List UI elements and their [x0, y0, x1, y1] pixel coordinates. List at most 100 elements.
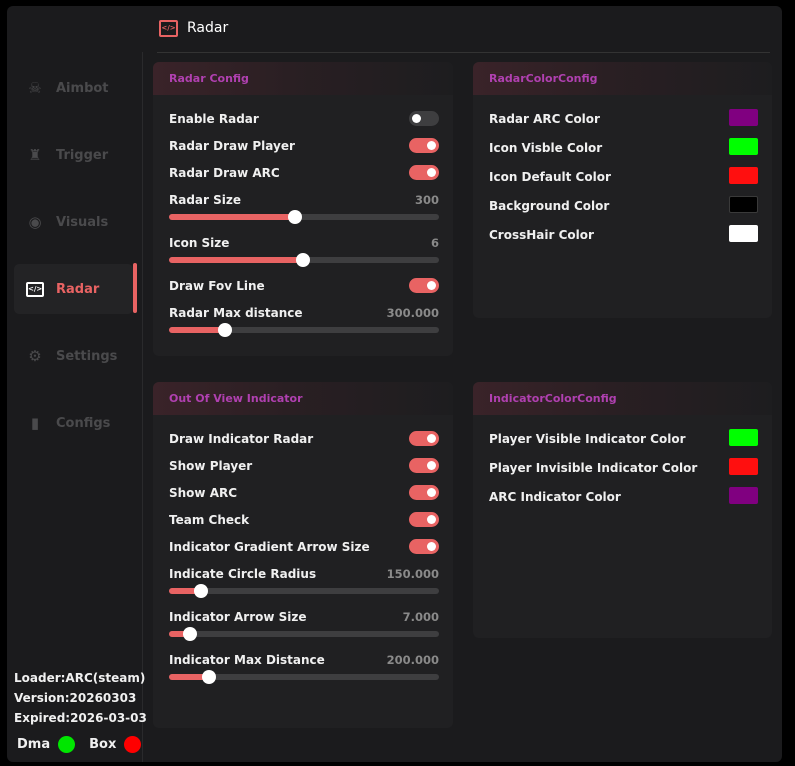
indicate-circle-radius-slider[interactable] [169, 584, 439, 598]
setting-row: Radar Size 300 [169, 193, 439, 224]
arc-indicator-color-swatch[interactable] [729, 487, 758, 504]
setting-row: Icon Size 6 [169, 236, 439, 267]
radar-draw-player-label: Radar Draw Player [169, 139, 295, 153]
panel-title: Out Of View Indicator [153, 382, 453, 415]
radar-arc-color-label: Radar ARC Color [489, 112, 600, 126]
setting-row: Indicator Arrow Size 7.000 [169, 610, 439, 641]
setting-row: Show Player [169, 458, 439, 473]
radar-size-slider[interactable] [169, 210, 439, 224]
enable-radar-toggle[interactable] [409, 111, 439, 126]
draw-indicator-radar-toggle[interactable] [409, 431, 439, 446]
sidebar-item-radar[interactable]: </> Radar [14, 264, 133, 314]
panel-title: RadarColorConfig [473, 62, 772, 95]
sidebar-item-aimbot[interactable]: ☠ Aimbot [14, 63, 133, 113]
indicator-gradient-arrow-size-label: Indicator Gradient Arrow Size [169, 540, 370, 554]
icon-default-color-swatch[interactable] [729, 167, 758, 184]
file-icon: ▮ [30, 414, 40, 432]
slider-handle[interactable] [217, 323, 232, 337]
radar-size-label: Radar Size [169, 193, 241, 207]
background-color-swatch[interactable] [729, 196, 758, 213]
draw-indicator-radar-label: Draw Indicator Radar [169, 432, 314, 446]
radar-max-distance-slider[interactable] [169, 323, 439, 337]
setting-row: CrossHair Color [489, 225, 758, 242]
setting-row: Icon Visble Color [489, 138, 758, 155]
out-of-view-indicator-panel: Out Of View Indicator Draw Indicator Rada… [153, 382, 453, 728]
slider-handle[interactable] [194, 584, 209, 598]
icon-default-color-label: Icon Default Color [489, 170, 611, 184]
sidebar-item-settings[interactable]: ⚙ Settings [14, 331, 133, 381]
team-check-toggle[interactable] [409, 512, 439, 527]
sidebar-item-trigger[interactable]: ♜ Trigger [14, 130, 133, 180]
setting-row: Show ARC [169, 485, 439, 500]
slider-fill [169, 674, 209, 680]
panel-title: IndicatorColorConfig [473, 382, 772, 415]
arc-indicator-color-label: ARC Indicator Color [489, 490, 621, 504]
sidebar-item-visuals[interactable]: ◉ Visuals [14, 197, 133, 247]
sidebar-item-label: Aimbot [56, 80, 109, 96]
indicator-arrow-size-slider[interactable] [169, 627, 439, 641]
slider-fill [169, 588, 202, 594]
draw-fov-line-toggle[interactable] [409, 278, 439, 293]
sidebar-item-label: Settings [56, 348, 118, 364]
box-label: Box [89, 737, 117, 752]
loader-info: Loader:ARC(steam) [14, 671, 146, 685]
indicator-max-distance-slider[interactable] [169, 670, 439, 684]
spy-icon: ♜ [28, 146, 42, 164]
crosshair-color-swatch[interactable] [729, 225, 758, 242]
sidebar-item-label: Trigger [56, 147, 109, 163]
box-status-dot [124, 736, 142, 753]
team-check-label: Team Check [169, 513, 250, 527]
panel-title: Radar Config [153, 62, 453, 95]
radar-draw-arc-toggle[interactable] [409, 165, 439, 180]
setting-row: Radar Draw Player [169, 138, 439, 153]
setting-row: Icon Default Color [489, 167, 758, 184]
show-arc-toggle[interactable] [409, 485, 439, 500]
player-invisible-indicator-color-swatch[interactable] [729, 458, 758, 475]
player-visible-indicator-color-label: Player Visible Indicator Color [489, 432, 686, 446]
setting-row: Draw Indicator Radar [169, 431, 439, 446]
indicator-max-distance-label: Indicator Max Distance [169, 653, 325, 667]
indicate-circle-radius-value: 150.000 [386, 567, 439, 581]
page-title: Radar [187, 20, 229, 36]
slider-handle[interactable] [295, 253, 310, 267]
radar-draw-arc-label: Radar Draw ARC [169, 166, 280, 180]
indicator-gradient-arrow-size-toggle[interactable] [409, 539, 439, 554]
setting-row: Indicate Circle Radius 150.000 [169, 567, 439, 598]
icon-size-label: Icon Size [169, 236, 230, 250]
radar-size-value: 300 [414, 193, 439, 207]
indicate-circle-radius-label: Indicate Circle Radius [169, 567, 317, 581]
eye-icon: ◉ [28, 213, 42, 231]
sidebar-item-configs[interactable]: ▮ Configs [14, 398, 133, 448]
icon-visble-color-swatch[interactable] [729, 138, 758, 155]
indicator-arrow-size-value: 7.000 [402, 610, 439, 624]
slider-handle[interactable] [183, 627, 198, 641]
icon-size-slider[interactable] [169, 253, 439, 267]
setting-row: ARC Indicator Color [489, 487, 758, 504]
background-color-label: Background Color [489, 199, 610, 213]
radar-config-panel: Radar Config Enable Radar Radar Draw Playe… [153, 62, 453, 356]
code-window-icon: </> [26, 281, 44, 297]
player-visible-indicator-color-swatch[interactable] [729, 429, 758, 446]
radar-draw-player-toggle[interactable] [409, 138, 439, 153]
setting-row: Team Check [169, 512, 439, 527]
slider-fill [169, 214, 296, 220]
setting-row: Enable Radar [169, 111, 439, 126]
setting-row: Player Visible Indicator Color [489, 429, 758, 446]
skull-icon: ☠ [28, 79, 42, 97]
header-divider [157, 52, 770, 53]
slider-handle[interactable] [288, 210, 303, 224]
expiry-info: Expired:2026-03-03 [14, 711, 147, 725]
version-info: Version:20260303 [14, 691, 137, 705]
sidebar-item-label: Configs [56, 415, 111, 431]
radar-arc-color-swatch[interactable] [729, 109, 758, 126]
status-row: Dma Box [17, 736, 142, 753]
gears-icon: ⚙ [28, 347, 42, 365]
setting-row: Background Color [489, 196, 758, 213]
dma-status-dot [58, 736, 76, 753]
radar-max-distance-label: Radar Max distance [169, 306, 303, 320]
show-player-toggle[interactable] [409, 458, 439, 473]
show-arc-label: Show ARC [169, 486, 238, 500]
setting-row: Radar ARC Color [489, 109, 758, 126]
slider-handle[interactable] [201, 670, 216, 684]
setting-row: Indicator Gradient Arrow Size [169, 539, 439, 554]
